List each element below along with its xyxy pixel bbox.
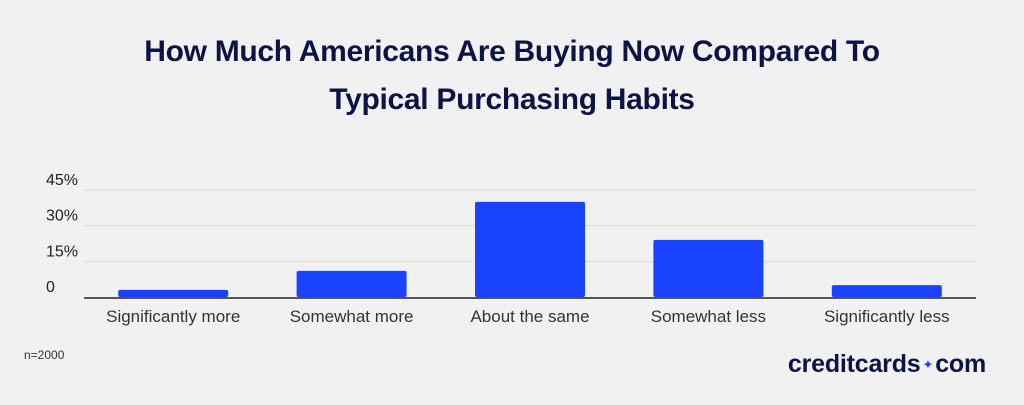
x-tick-label: Somewhat less [651, 307, 766, 326]
chart-title-line1: How Much Americans Are Buying Now Compar… [144, 35, 880, 68]
chart-title-line2: Typical Purchasing Habits [329, 83, 695, 116]
y-tick-label: 30% [46, 208, 78, 225]
brand-text-left: creditcards [787, 350, 921, 378]
chart-title: How Much Americans Are Buying Now Compar… [0, 28, 1024, 124]
x-tick-label: Significantly less [824, 307, 950, 326]
brand-logo: creditcards ✦com [788, 350, 986, 379]
x-tick-label: Significantly more [106, 307, 240, 326]
y-tick-label: 0 [46, 279, 55, 296]
bar [831, 285, 942, 297]
y-tick-label: 45% [46, 172, 78, 189]
brand-star-icon: ✦ [922, 357, 934, 373]
bar [475, 201, 585, 297]
x-tick-label: Somewhat more [290, 307, 414, 326]
y-tick-label: 15% [46, 243, 78, 260]
x-tick-label: About the same [470, 307, 589, 326]
brand-text-right: com [935, 350, 986, 378]
bar [296, 270, 407, 297]
bar [118, 289, 229, 297]
sample-size-note: n=2000 [24, 348, 65, 362]
bar [653, 239, 764, 297]
